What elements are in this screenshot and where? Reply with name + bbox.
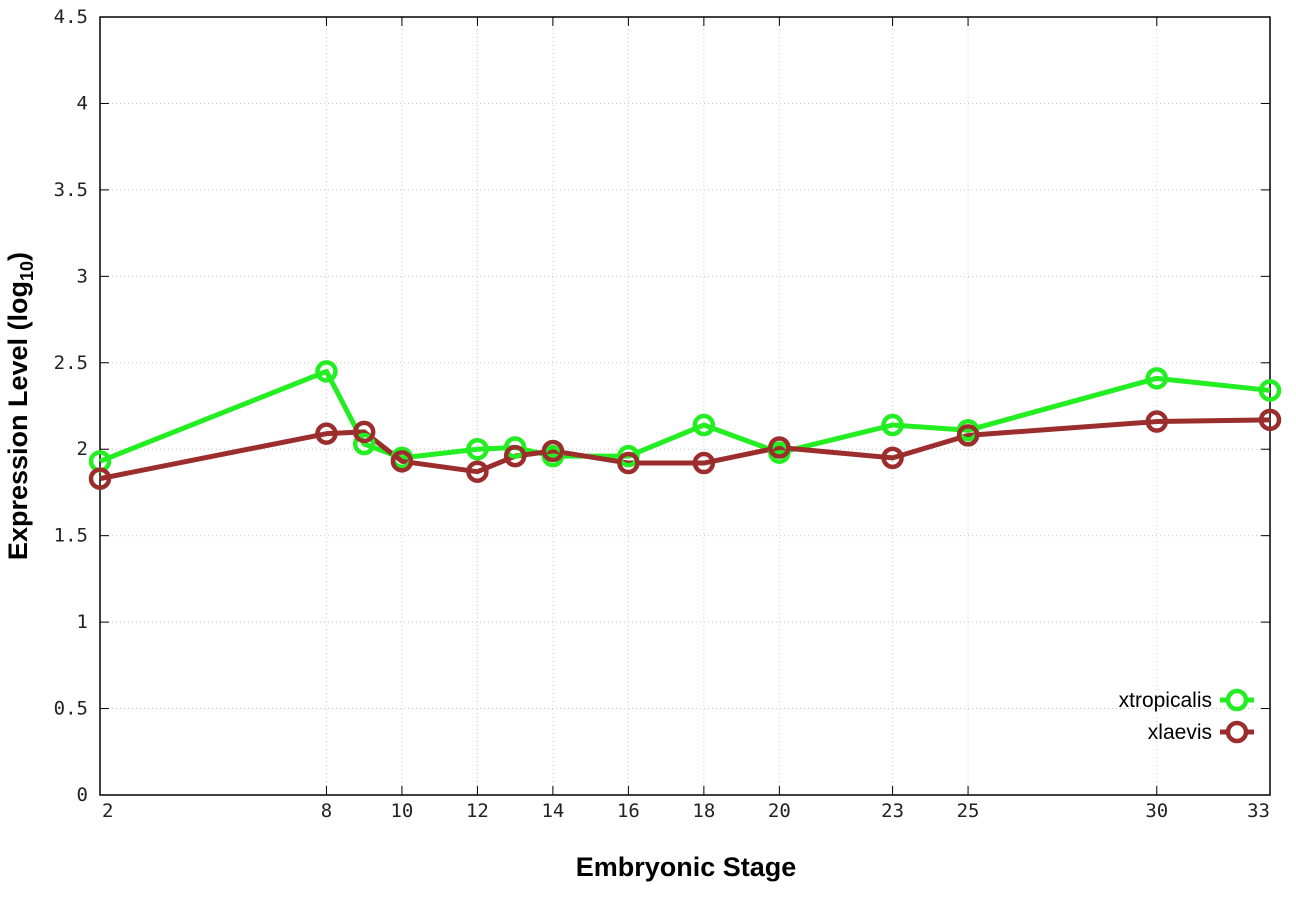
xlaevis-point [956,424,980,447]
y-tick-label: 3 [77,265,88,287]
y-axis-title-subscript: 10 [17,261,37,281]
xtropicalis-point [1145,367,1169,390]
x-tick-label: 16 [617,800,640,822]
y-tick-label: 0 [77,784,88,806]
y-tick-label: 4.5 [54,6,88,28]
series-group [88,360,1282,490]
legend-marker-xlaevis [1225,720,1249,744]
xlaevis-point [352,420,376,444]
y-axis-title-main: Expression Level (log [3,281,33,560]
x-tick-label: 12 [466,800,489,822]
x-tick-label: 8 [321,800,332,822]
x-tick-label: 14 [541,800,564,822]
y-axis-ticks: 0 0.5 1 1.5 2 2.5 3 3.5 4 4.5 [54,6,1270,806]
xlaevis-point [692,451,716,475]
y-tick-label: 3.5 [54,179,88,201]
y-tick-label: 2 [77,438,88,460]
x-tick-label: 30 [1145,800,1168,822]
xtropicalis-point [503,436,527,459]
xlaevis-point [315,422,338,445]
y-tick-label: 4 [77,92,88,114]
y-axis-title: Expression Level (log10) [3,252,37,560]
xlaevis-point [88,467,112,490]
xlaevis-point [541,439,565,463]
xtropicalis-point [1258,379,1282,402]
x-tick-label: 20 [768,800,791,822]
xlaevis-point [503,444,527,468]
legend: xtropicalis xlaevis [1119,688,1254,744]
x-tick-label: 23 [881,800,904,822]
x-axis-ticks: 2 8 10 12 14 16 18 20 23 25 30 33 [99,17,1271,822]
plot-frame [99,16,1271,796]
xtropicalis-point [881,413,904,437]
xlaevis-point [1258,408,1282,432]
x-tick-label: 18 [692,800,715,822]
y-tick-label: 2.5 [54,352,88,374]
x-tick-label: 25 [957,800,980,822]
x-tick-label: 33 [1247,800,1270,822]
y-tick-label: 0.5 [54,698,88,720]
y-tick-label: 1.5 [54,525,88,547]
xtropicalis-point [352,432,376,456]
xtropicalis-point [617,444,640,468]
xtropicalis-point [466,437,489,461]
y-tick-label: 1 [77,611,88,633]
x-axis-title: Embryonic Stage [576,852,797,882]
xlaevis-point [466,460,489,483]
legend-label-xlaevis: xlaevis [1148,721,1212,744]
y-axis-title-close: ) [3,252,33,261]
x-tick-label: 10 [390,800,413,822]
legend-label-xtropicalis: xtropicalis [1119,689,1212,712]
xlaevis-point [881,446,904,470]
xlaevis-point [390,450,414,473]
grid [100,17,1270,795]
xlaevis-point [617,451,640,475]
xtropicalis-line [99,368,1271,464]
xtropicalis-point [315,360,338,383]
x-tick-label: 2 [102,800,113,822]
xlaevis-point [768,436,791,459]
xtropicalis-point [692,413,716,437]
legend-marker-xtropicalis [1225,688,1249,712]
xlaevis-point [1145,410,1169,433]
